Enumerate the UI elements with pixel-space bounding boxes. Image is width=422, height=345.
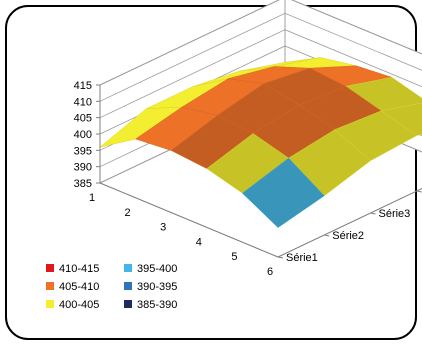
legend-label: 390-395 [137, 281, 177, 293]
legend-swatch [46, 282, 54, 290]
surface-plot [99, 57, 422, 228]
x-tick-label: 6 [267, 266, 273, 278]
x-tick-label: 4 [196, 236, 202, 248]
chart-axes: 415 410 405 400 395 390 385 1 2 3 4 5 6 Série1 Série2 S… [74, 80, 422, 278]
legend-label: 410-415 [59, 263, 99, 275]
x-tick-label: 1 [89, 192, 95, 204]
x-axis-line [99, 182, 279, 258]
gridline [99, 0, 422, 86]
x-tick-label: 3 [160, 222, 166, 234]
legend-label: 400-405 [59, 299, 99, 311]
x-tick-label: 2 [125, 207, 131, 219]
series-tick-label: Série1 [286, 252, 318, 264]
legend-swatch [124, 264, 132, 272]
legend-label: 395-400 [137, 263, 177, 275]
z-tick-label: 400 [74, 129, 92, 141]
series-tick-mark [277, 256, 284, 259]
legend-label: 385-390 [137, 299, 177, 311]
legend-swatch [124, 282, 132, 290]
z-tick-label: 385 [74, 178, 92, 190]
gridline [99, 29, 422, 119]
legend-swatch [124, 300, 132, 308]
series-tick-label: Série2 [332, 230, 364, 242]
series-tick-mark [416, 190, 422, 193]
series-tick-mark [324, 234, 330, 237]
legend-swatch [46, 264, 54, 272]
gridline [99, 12, 422, 102]
series-tick-label: Série3 [379, 208, 411, 220]
z-tick-label: 390 [74, 162, 92, 174]
legend-label: 405-410 [59, 281, 99, 293]
z-tick-label: 395 [74, 145, 92, 157]
z-tick-label: 405 [74, 113, 92, 125]
x-tick-label: 5 [231, 251, 237, 263]
surface-patch [242, 157, 325, 228]
z-tick-label: 410 [74, 96, 92, 108]
z-tick-label: 415 [74, 80, 92, 92]
chart-legend: 410-415 395-400 405-410 390-395 400-405 385-3… [46, 263, 177, 311]
series-tick-mark [370, 212, 376, 215]
legend-swatch [46, 300, 54, 308]
